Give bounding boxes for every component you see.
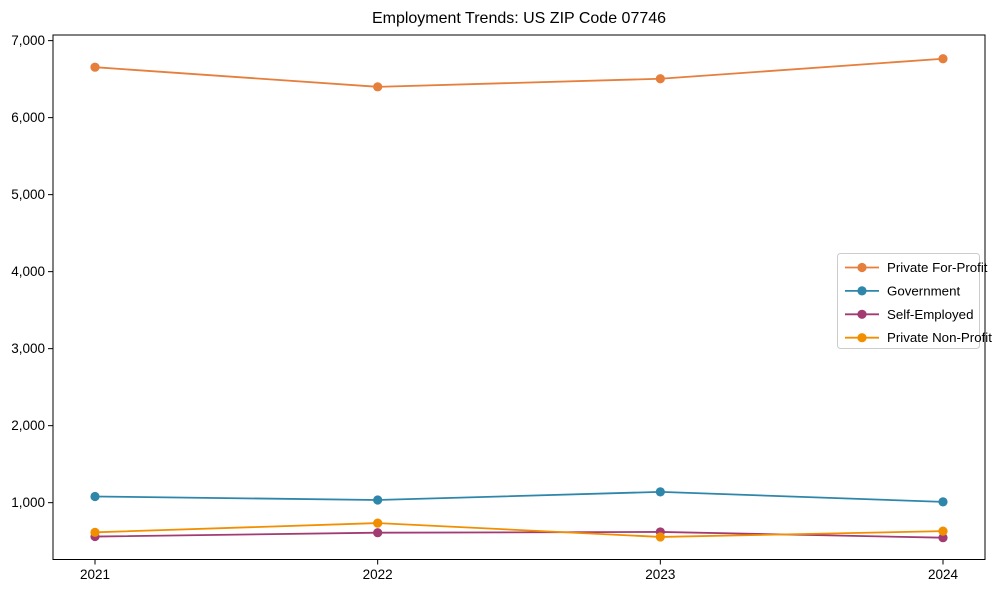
x-axis-tick-label: 2024	[928, 567, 959, 582]
chart-title: Employment Trends: US ZIP Code 07746	[371, 10, 667, 27]
series-line-self-employed	[94, 531, 944, 539]
legend-entry: Government	[845, 283, 960, 298]
series-line-government	[94, 490, 944, 503]
data-point-marker	[938, 533, 948, 543]
legend-entry: Private For-Profit	[845, 260, 988, 275]
legend-marker-dot	[857, 333, 867, 343]
legend-marker-dot	[857, 309, 867, 319]
legend: Private For-Profit Government Self-Employe…	[837, 253, 992, 349]
y-axis-tick-label: 4,000	[11, 264, 45, 279]
legend-entry: Self-Employed	[845, 307, 973, 322]
data-point-marker	[373, 82, 383, 92]
x-axis-tick-label: 2022	[363, 567, 393, 582]
data-point-marker	[90, 491, 100, 502]
legend-box	[837, 253, 980, 349]
data-point-marker	[938, 526, 948, 536]
x-axis-tick-label: 2021	[80, 567, 110, 582]
y-axis-tick-label: 7,000	[11, 33, 45, 48]
data-point-marker	[938, 54, 948, 64]
data-point-marker	[655, 74, 665, 84]
legend-label: Private For-Profit	[887, 260, 988, 275]
data-point-marker	[655, 532, 665, 542]
data-point-marker	[90, 62, 100, 72]
series-line-private-for-profit	[94, 57, 944, 88]
legend-label: Self-Employed	[887, 307, 973, 322]
data-point-marker	[373, 518, 383, 528]
series-line-private-non-profit	[94, 522, 944, 538]
data-point-marker	[373, 495, 383, 505]
y-axis-tick-label: 1,000	[11, 495, 45, 510]
y-axis-tick-label: 6,000	[11, 110, 45, 125]
x-axis-tick-label: 2023	[645, 567, 675, 582]
y-axis-tick-label: 3,000	[11, 341, 45, 356]
y-axis-tick-label: 2,000	[11, 418, 45, 433]
legend-marker-dot	[857, 262, 867, 273]
legend-label: Private Non-Profit	[887, 330, 992, 345]
y-axis-tick-label: 5,000	[11, 187, 45, 202]
legend-entry: Private Non-Profit	[845, 330, 992, 345]
data-point-marker	[373, 528, 383, 538]
data-point-marker	[938, 497, 948, 507]
axes-frame	[52, 34, 986, 560]
data-point-marker	[655, 487, 665, 497]
legend-label: Government	[887, 283, 960, 298]
data-point-marker	[90, 527, 100, 537]
legend-marker-dot	[857, 286, 867, 296]
